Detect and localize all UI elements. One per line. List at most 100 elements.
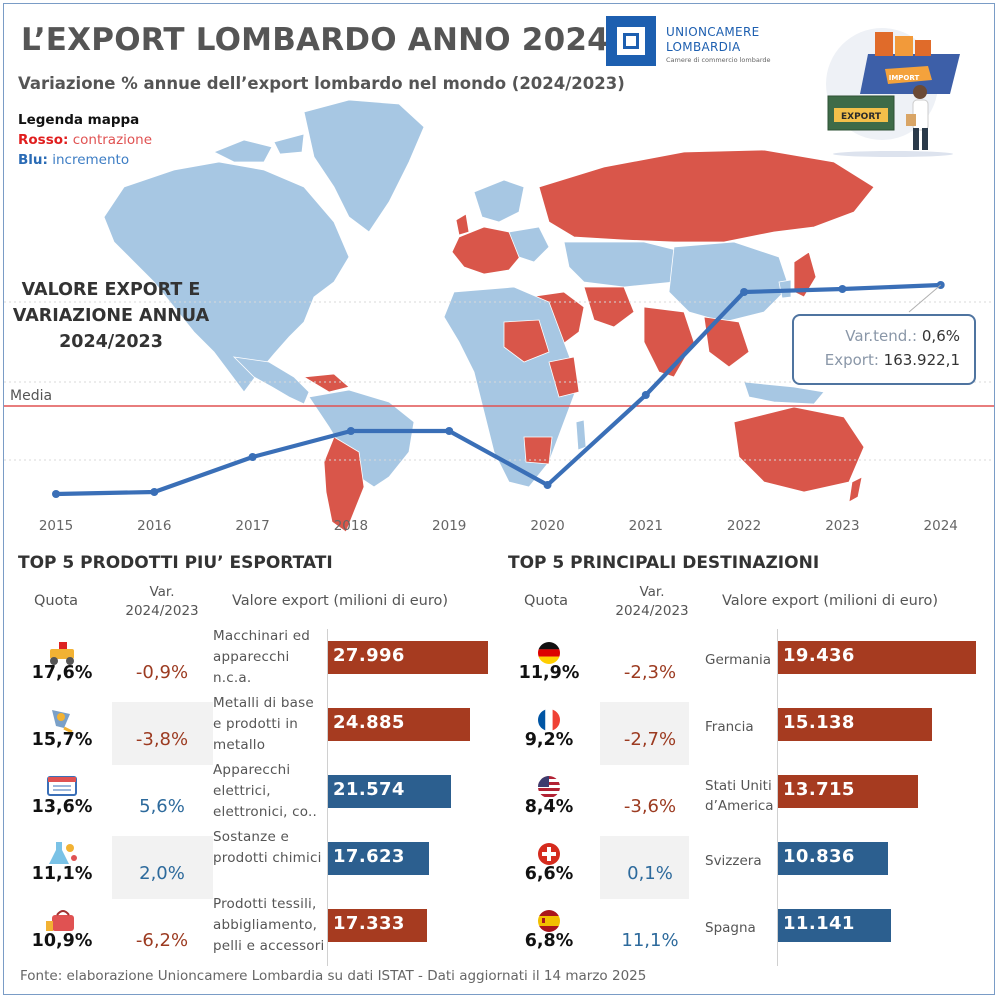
destinations-col-var: Var. 2024/2023 — [615, 584, 689, 619]
map-argentina-chile — [323, 436, 365, 533]
tooltip-var-value: 0,6% — [921, 327, 960, 345]
infographic-frame: L’EXPORT LOMBARDO ANNO 2024 Variazione %… — [3, 3, 995, 995]
spain-flag-icon — [538, 910, 560, 932]
destinations-value-bar[interactable]: 19.436 — [778, 641, 976, 674]
map-legend: Legenda mappa Rosso: contrazione Blu: in… — [18, 110, 152, 170]
map-russia — [538, 149, 875, 243]
products-value-text: 17.333 — [333, 913, 405, 934]
destinations-value-bar[interactable]: 11.141 — [778, 909, 891, 942]
map-indonesia — [743, 381, 825, 405]
destinations-variation: 0,1% — [627, 863, 673, 884]
map-new-zealand — [848, 476, 863, 503]
products-quota: 17,6% — [31, 663, 93, 683]
france-flag-icon — [538, 709, 560, 731]
tooltip-export-row: Export: 163.922,1 — [794, 348, 960, 372]
map-mexico — [232, 356, 310, 405]
trend-point-2018[interactable] — [346, 427, 355, 435]
tooltip-var-row: Var.tend.: 0,6% — [794, 324, 960, 348]
products-row-band — [112, 836, 213, 899]
destinations-quota: 8,4% — [524, 797, 574, 817]
usa-flag-icon — [538, 776, 560, 798]
map-australia — [733, 406, 865, 493]
year-tick-2020: 2020 — [530, 518, 564, 534]
map-central-asia — [563, 241, 685, 288]
page-subtitle: Variazione % annue dell’export lombardo … — [18, 74, 625, 93]
destinations-value-bar[interactable]: 13.715 — [778, 775, 918, 808]
products-quota: 15,7% — [31, 730, 93, 750]
products-value-bar[interactable]: 24.885 — [328, 708, 470, 741]
products-value-text: 21.574 — [333, 779, 405, 800]
destinations-variation: 11,1% — [621, 930, 679, 951]
products-variation: 5,6% — [139, 796, 185, 817]
trend-point-2017[interactable] — [248, 453, 257, 461]
products-bar-axis — [327, 629, 328, 966]
logo-tagline: Camere di commercio lombarde — [666, 56, 771, 64]
destinations-col-quota: Quota — [524, 593, 569, 609]
destinations-variation: -2,3% — [623, 662, 677, 683]
year-tick-2022: 2022 — [727, 518, 761, 534]
year-tick-2016: 2016 — [137, 518, 171, 534]
destinations-value-bar[interactable]: 10.836 — [778, 842, 888, 875]
world-map — [103, 99, 875, 533]
map-europe-north — [473, 179, 525, 223]
legend-blue-key: Blu: — [18, 152, 48, 168]
trend-point-2023[interactable] — [838, 285, 847, 293]
trend-point-2016[interactable] — [150, 488, 159, 496]
products-quota: 11,1% — [31, 864, 93, 884]
products-value-bar[interactable]: 17.623 — [328, 842, 429, 875]
destinations-value-text: 11.141 — [783, 913, 855, 934]
year-tick-2015: 2015 — [39, 518, 73, 534]
destinations-variation: -3,6% — [623, 796, 677, 817]
destinations-label: Spagna — [705, 920, 756, 936]
products-variation: 2,0% — [139, 863, 185, 884]
products-col-value: Valore export (milioni di euro) — [232, 593, 449, 609]
year-tick-2023: 2023 — [825, 518, 859, 534]
map-iran — [583, 286, 635, 328]
legend-red-key: Rosso: — [18, 132, 69, 148]
germany-flag-icon — [538, 642, 560, 664]
map-africa-red-north — [503, 319, 550, 363]
trend-point-2022[interactable] — [740, 288, 749, 296]
products-value-bar[interactable]: 27.996 — [328, 641, 488, 674]
chemistry-flask-icon — [42, 838, 82, 868]
source-note: Fonte: elaborazione Unioncamere Lombardi… — [20, 968, 647, 984]
destinations-bar-axis — [777, 629, 778, 966]
trend-series: 2015 2016 2017 2018 2019 2020 2021 2022 2023 2024 — [39, 281, 958, 534]
logo-mark-icon — [606, 16, 656, 66]
legend-title: Legenda mappa — [18, 112, 140, 128]
tooltip-export-value: 163.922,1 — [883, 351, 960, 369]
year-tick-2017: 2017 — [235, 518, 269, 534]
destinations-row-band — [600, 702, 689, 765]
year-tick-2019: 2019 — [432, 518, 466, 534]
destinations-variation: -2,7% — [623, 729, 677, 750]
map-africa-red-east — [548, 356, 580, 398]
trend-point-2019[interactable] — [445, 427, 454, 435]
destinations-quota: 11,9% — [518, 663, 580, 683]
destinations-value-text: 13.715 — [783, 779, 855, 800]
legend-red-row: Rosso: contrazione — [18, 130, 152, 150]
destinations-label: Francia — [705, 719, 754, 735]
trend-point-2021[interactable] — [641, 391, 650, 399]
map-north-america — [103, 161, 350, 393]
destinations-quota: 6,6% — [524, 864, 574, 884]
map-europe-blue — [508, 226, 550, 263]
products-variation: -6,2% — [135, 930, 189, 951]
map-japan — [793, 251, 817, 298]
export-import-illustration: IMPORT EXPORT — [826, 28, 960, 157]
products-value-bar[interactable]: 21.574 — [328, 775, 451, 808]
trend-point-2020[interactable] — [543, 481, 552, 489]
trend-point-2015[interactable] — [52, 490, 60, 498]
hero-export-text: EXPORT — [841, 112, 882, 122]
products-value-bar[interactable]: 17.333 — [328, 909, 427, 942]
products-label: Macchinari ed apparecchi n.c.a. — [213, 628, 310, 686]
destinations-label: Svizzera — [705, 853, 762, 869]
legend-red-value: contrazione — [72, 132, 153, 148]
destinations-quota: 9,2% — [524, 730, 574, 750]
destinations-section-title: TOP 5 PRINCIPALI DESTINAZIONI — [508, 553, 820, 573]
map-southeast-asia — [703, 316, 750, 368]
legend-blue-row: Blu: incremento — [18, 150, 152, 170]
chart-title: VALORE EXPORT E VARIAZIONE ANNUA 2024/20… — [12, 280, 210, 352]
destinations-value-bar[interactable]: 15.138 — [778, 708, 932, 741]
map-greenland — [303, 99, 425, 233]
destinations-row-band — [600, 836, 689, 899]
